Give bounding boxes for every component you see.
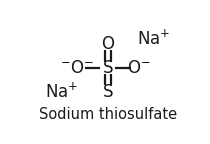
Text: Na$\mathregular{^{+}}$: Na$\mathregular{^{+}}$ (136, 30, 170, 49)
Text: Sodium thiosulfate: Sodium thiosulfate (39, 107, 177, 122)
Text: S: S (102, 83, 113, 101)
Text: O: O (101, 35, 114, 53)
Text: $\mathregular{^{-}}$O$\mathregular{^{-}}$: $\mathregular{^{-}}$O$\mathregular{^{-}}… (60, 59, 94, 77)
Text: Na$\mathregular{^{+}}$: Na$\mathregular{^{+}}$ (45, 82, 79, 101)
Text: S: S (102, 59, 113, 77)
Text: O$\mathregular{^{-}}$: O$\mathregular{^{-}}$ (127, 59, 150, 77)
